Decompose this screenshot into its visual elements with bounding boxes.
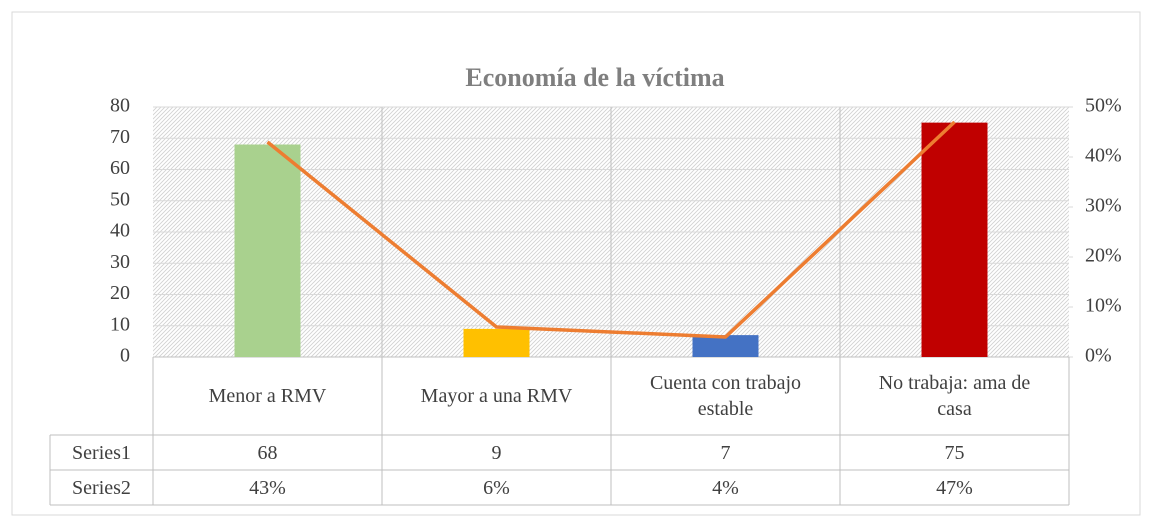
table-cell: 68 [257,441,278,464]
bar [692,335,759,357]
y-tick-label: 60 [110,157,130,179]
bar [921,122,988,357]
line-series [266,120,956,339]
table-cell: 43% [249,476,286,499]
y-tick-label: 70 [110,126,130,148]
y2-tick-label: 40% [1085,145,1122,167]
table-cell: 7 [720,441,731,464]
bar [234,144,301,357]
x-tick-label: Cuenta con trabajo estable [649,372,802,420]
x-tick-label: Menor a RMV [208,385,327,407]
y-tick-label: 80 [110,95,130,117]
table-series-name: Series2 [72,476,131,499]
table-series-name: Series1 [72,441,131,464]
y2-tick-label: 10% [1085,295,1122,317]
chart-title: Economía de la víctima [465,63,724,92]
y2-tick-label: 20% [1085,245,1122,267]
x-tick-label: No trabaja: ama de casa [878,372,1031,420]
y-tick-label: 20 [110,282,130,304]
y2-tick-label: 50% [1085,95,1122,117]
y2-tick-label: 0% [1085,345,1112,367]
table-cell: 4% [712,476,739,499]
table-cell: 47% [936,476,973,499]
y2-tick-label: 30% [1085,195,1122,217]
table-cell: 75 [944,441,965,464]
bar [463,328,530,357]
x-tick-label: Mayor a una RMV [420,385,573,407]
y-tick-label: 30 [110,251,130,273]
y-tick-label: 40 [110,220,130,242]
table-cell: 9 [491,441,502,464]
y-tick-label: 50 [110,188,130,210]
table-cell: 6% [483,476,510,499]
y-tick-label: 10 [110,313,130,335]
y-tick-label: 0 [120,345,130,367]
